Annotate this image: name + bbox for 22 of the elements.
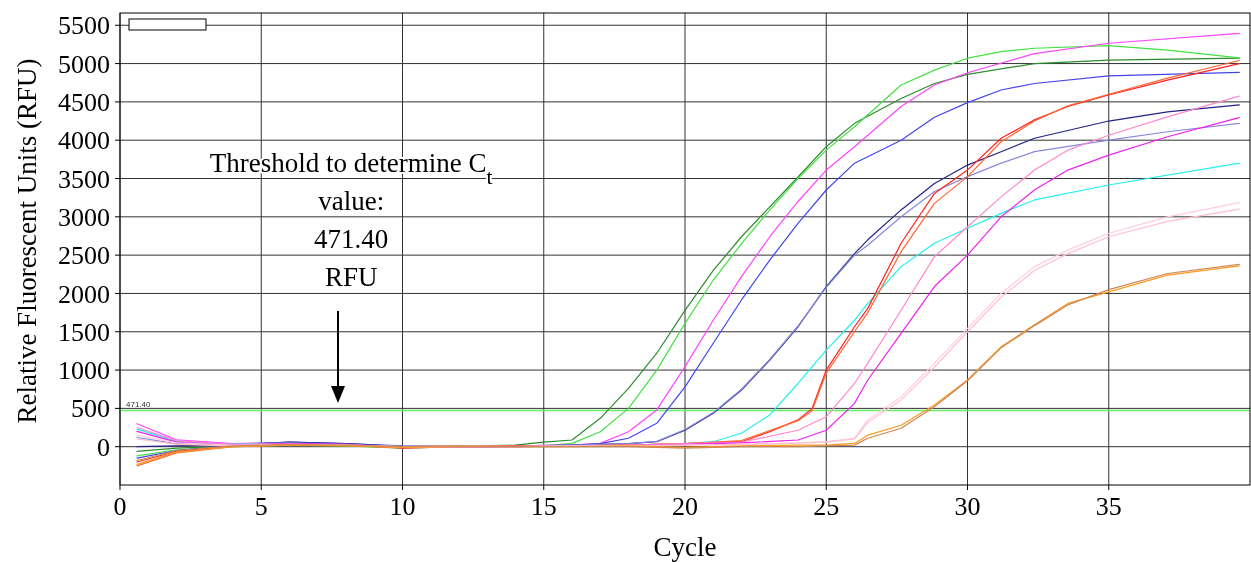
x-tick-label: 5	[254, 492, 268, 521]
y-tick-label: 1000	[58, 356, 110, 386]
y-tick-label: 4500	[58, 87, 110, 117]
x-tick-label: 10	[389, 492, 416, 521]
x-tick-label: 20	[672, 492, 698, 521]
y-tick-label: 5500	[58, 11, 110, 41]
y-tick-label: 4000	[58, 126, 110, 156]
y-tick-label: 3000	[58, 202, 110, 232]
y-tick-label: 2500	[58, 241, 110, 271]
x-tick-label: 35	[1095, 492, 1122, 521]
x-tick-label: 25	[813, 492, 840, 521]
x-tick-label: 30	[954, 492, 981, 521]
y-tick-label: 5000	[58, 49, 110, 79]
y-axis-title: Relative Fluorescent Units (RFU)	[12, 58, 42, 424]
y-tick-label: 0	[97, 432, 110, 462]
y-tick-label: 500	[71, 394, 110, 424]
x-tick-label: 15	[530, 492, 557, 521]
ref-line-label: 471.40	[126, 399, 152, 409]
y-tick-label: 3500	[58, 164, 110, 194]
y-tick-label: 1500	[58, 317, 110, 347]
x-axis-title: Cycle	[653, 532, 717, 562]
y-tick-label: 2000	[58, 279, 110, 309]
